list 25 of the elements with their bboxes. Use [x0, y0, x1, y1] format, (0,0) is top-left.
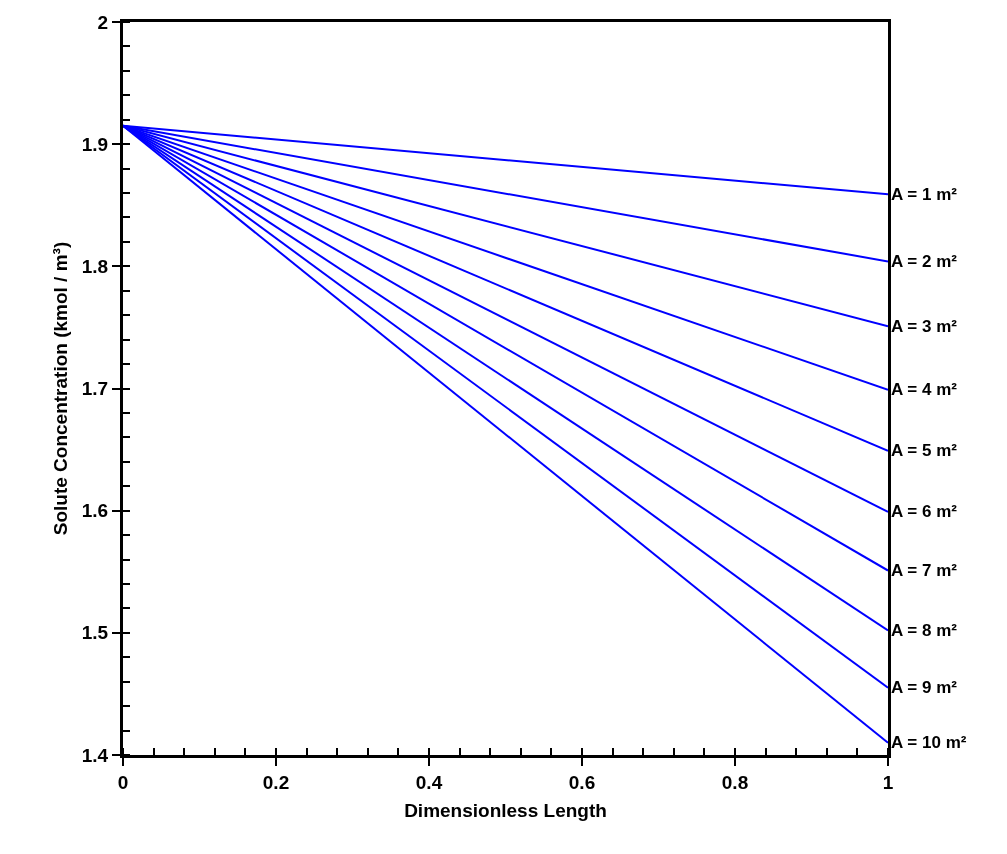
- y-axis-title: Solute Concentration (kmol / m³): [49, 241, 71, 536]
- series-label: A = 3 m²: [891, 317, 958, 336]
- series-label: A = 7 m²: [891, 561, 958, 580]
- y-tick-label: 1.4: [81, 744, 109, 766]
- series-label: A = 5 m²: [891, 441, 958, 460]
- series-label: A = 8 m²: [891, 621, 958, 640]
- y-tick-label: 1.7: [81, 378, 109, 400]
- x-axis-title: Dimensionless Length: [404, 799, 607, 821]
- y-tick-label: 1.8: [81, 255, 109, 277]
- y-tick-label: 1.5: [81, 622, 109, 644]
- y-tick-label: 1.9: [81, 133, 109, 155]
- x-tick-label: 0.4: [415, 771, 443, 793]
- x-tick-label: 0.8: [721, 771, 749, 793]
- x-tick-label: 0.2: [262, 771, 290, 793]
- series-label: A = 4 m²: [891, 380, 958, 399]
- series-label: A = 10 m²: [891, 733, 967, 752]
- series-label: A = 6 m²: [891, 502, 958, 521]
- x-tick-label: 0.6: [568, 771, 596, 793]
- x-tick-label: 1: [882, 771, 894, 793]
- y-tick-label: 2: [97, 11, 109, 33]
- x-tick-label: 0: [117, 771, 129, 793]
- series-label: A = 2 m²: [891, 252, 958, 271]
- y-tick-label: 1.6: [81, 500, 109, 522]
- series-label: A = 9 m²: [891, 678, 958, 697]
- series-label: A = 1 m²: [891, 185, 958, 204]
